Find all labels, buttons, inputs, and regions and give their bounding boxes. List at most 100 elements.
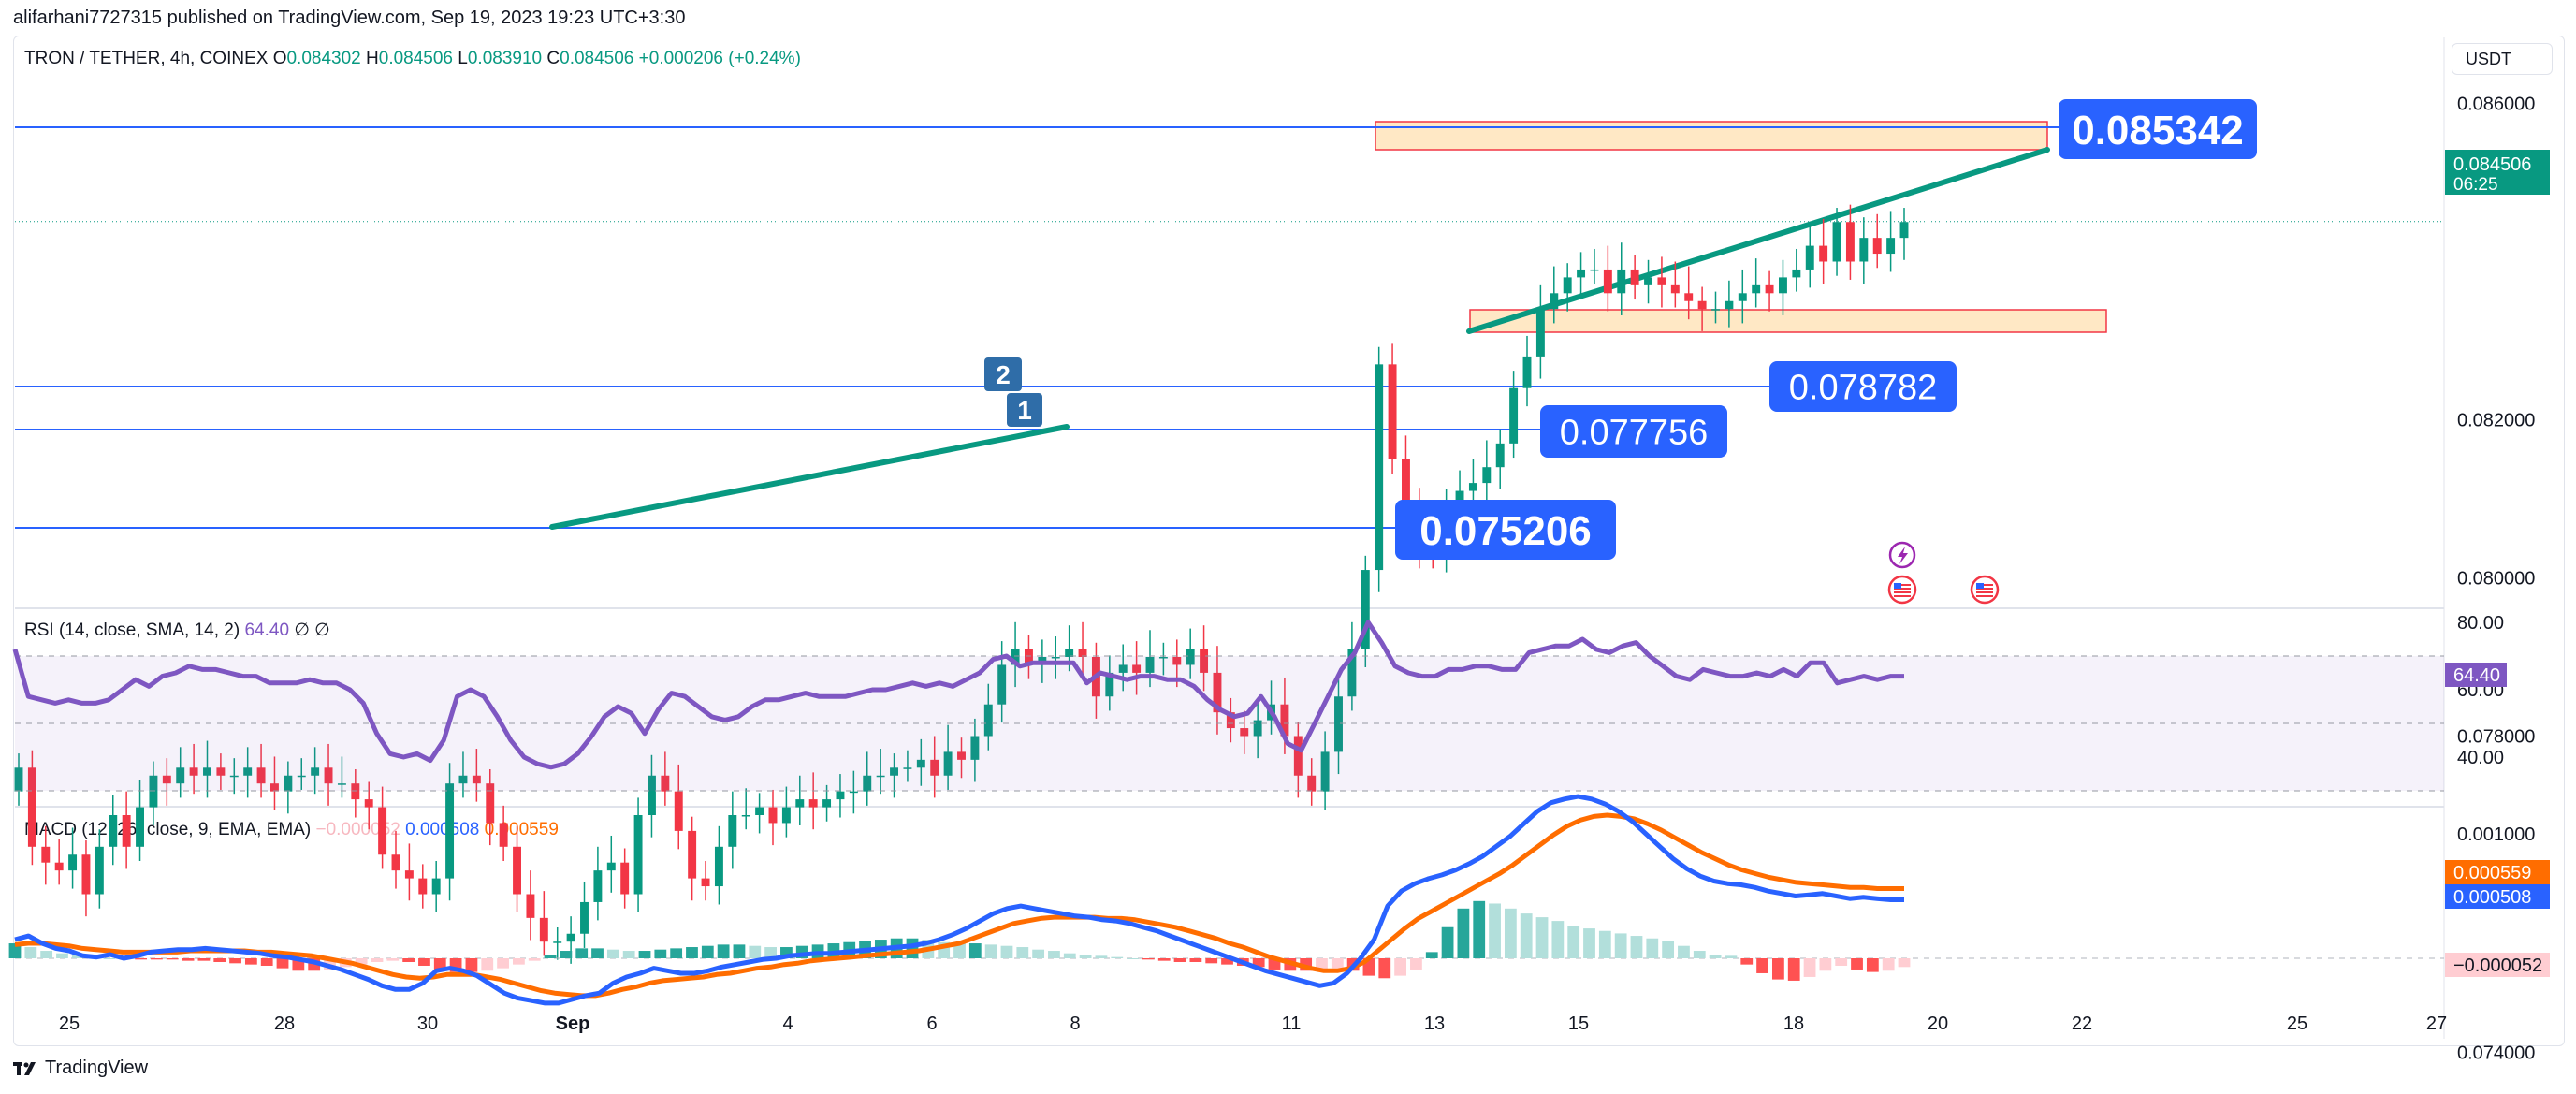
rsi-line[interactable] <box>12 620 1904 770</box>
candle <box>1725 280 1734 328</box>
candle <box>27 750 36 866</box>
publisher-caption: alifarhani7727315 published on TradingVi… <box>13 7 686 28</box>
macd-histogram-bar <box>1646 938 1659 958</box>
candle <box>1186 628 1195 679</box>
candle <box>1779 259 1787 315</box>
rsi-title[interactable]: RSI (14, close, SMA, 14, 2) <box>24 620 240 640</box>
candle-body <box>795 799 805 808</box>
currency-selector[interactable]: USDT <box>2452 43 2553 75</box>
candle-body <box>109 815 118 847</box>
x-tick-label: 13 <box>1424 1014 1445 1034</box>
candle-body <box>1011 649 1020 665</box>
candle-body <box>781 807 791 824</box>
candle <box>513 825 521 912</box>
macd-line[interactable] <box>14 794 1904 1006</box>
macd-histogram-bar <box>1000 945 1013 958</box>
macd-value-badge: −0.000052 <box>2445 953 2550 977</box>
last-price-box <box>2445 150 2550 195</box>
level-label-0.077756[interactable]: 0.077756 <box>1540 405 1727 458</box>
candle-body <box>1495 443 1505 468</box>
open-label: O <box>272 49 287 68</box>
close-label: C <box>546 49 560 68</box>
candle-body <box>176 767 185 784</box>
candle <box>1872 213 1882 269</box>
us-flag-event-icon[interactable] <box>1970 575 2000 605</box>
macd-histogram-bar <box>1678 945 1690 958</box>
candle <box>1577 252 1586 300</box>
macd-signal-line[interactable] <box>14 812 1904 999</box>
symbol-title[interactable]: TRON / TETHER, 4h, COINEX <box>24 49 269 68</box>
candle-body <box>539 917 548 942</box>
macd-title[interactable]: MACD (12, 26, close, 9, EMA, EMA) <box>24 820 312 839</box>
macd-histogram-bar <box>1803 958 1816 977</box>
candle <box>1792 248 1801 292</box>
macd-histogram-bar <box>497 958 509 969</box>
low-value: 0.083910 <box>467 49 543 68</box>
candle <box>1468 459 1477 505</box>
macd-histogram-bar <box>528 958 541 961</box>
level-label-0.078782[interactable]: 0.078782 <box>1769 361 1957 412</box>
level-label-text: 0.077756 <box>1560 414 1709 453</box>
macd-histogram-bar <box>371 958 384 962</box>
trend-line[interactable] <box>1466 147 2050 334</box>
macd-histogram-bar <box>1662 941 1675 958</box>
marker-1[interactable]: 1 <box>1007 393 1042 427</box>
candle <box>795 775 805 825</box>
candle-body <box>1186 649 1195 665</box>
candle <box>1375 346 1384 592</box>
candle-body <box>1550 293 1559 310</box>
level-label-text: 0.078782 <box>1789 369 1938 408</box>
macd-histogram-bar <box>1252 958 1265 968</box>
candle-body <box>445 783 455 879</box>
macd-histogram-bar <box>1473 900 1486 958</box>
marker-box <box>1007 393 1042 427</box>
macd-legend-macd: 0.000508 <box>405 820 480 839</box>
support-zone[interactable] <box>1469 309 2107 333</box>
candle-body <box>1361 570 1370 649</box>
macd-histogram-bar <box>1819 958 1832 971</box>
candle-body <box>458 775 468 784</box>
macd-histogram-bar <box>24 947 37 958</box>
marker-2[interactable]: 2 <box>984 357 1022 391</box>
candle <box>122 791 131 869</box>
level-label-0.085342[interactable]: 0.085342 <box>2059 99 2257 159</box>
candle <box>1859 217 1869 284</box>
candle-body <box>431 878 441 895</box>
resistance-zone[interactable] <box>1375 121 2048 151</box>
macd-histogram-bar <box>197 958 211 961</box>
price-tick-label: 0.078000 <box>2457 727 2535 748</box>
macd-histogram-bar <box>433 958 446 970</box>
macd-histogram-bar <box>151 958 163 960</box>
candle <box>781 786 791 838</box>
candle-body <box>1765 284 1774 294</box>
candle <box>311 747 320 795</box>
candle-body <box>136 807 144 847</box>
candle-body <box>1200 649 1209 673</box>
candle <box>1253 699 1262 759</box>
macd-histogram-bar <box>1378 958 1391 979</box>
candle-body <box>1535 309 1545 357</box>
candle <box>1482 440 1492 502</box>
candle <box>620 848 630 909</box>
candle <box>1644 259 1652 304</box>
macd-histogram-bar <box>260 958 273 966</box>
trend-line[interactable] <box>549 424 1070 530</box>
candle-body <box>983 704 993 737</box>
candle <box>553 926 562 960</box>
candle-body <box>1213 672 1222 713</box>
candle-body <box>1078 649 1087 657</box>
lightning-event-icon[interactable] <box>1888 541 1916 569</box>
macd-histogram-bar <box>1127 958 1139 959</box>
macd-histogram-bar <box>1268 958 1281 970</box>
macd-histogram-bar <box>670 948 683 958</box>
x-tick-label: 22 <box>2072 1014 2092 1034</box>
candle <box>768 789 778 846</box>
candle <box>378 786 387 869</box>
candle-body <box>1025 649 1033 665</box>
macd-histogram-bar <box>244 958 257 965</box>
level-label-0.075206[interactable]: 0.075206 <box>1395 500 1616 560</box>
macd-histogram-bar <box>717 944 730 958</box>
marker-text: 2 <box>996 360 1011 389</box>
us-flag-event-icon[interactable] <box>1887 575 1917 605</box>
